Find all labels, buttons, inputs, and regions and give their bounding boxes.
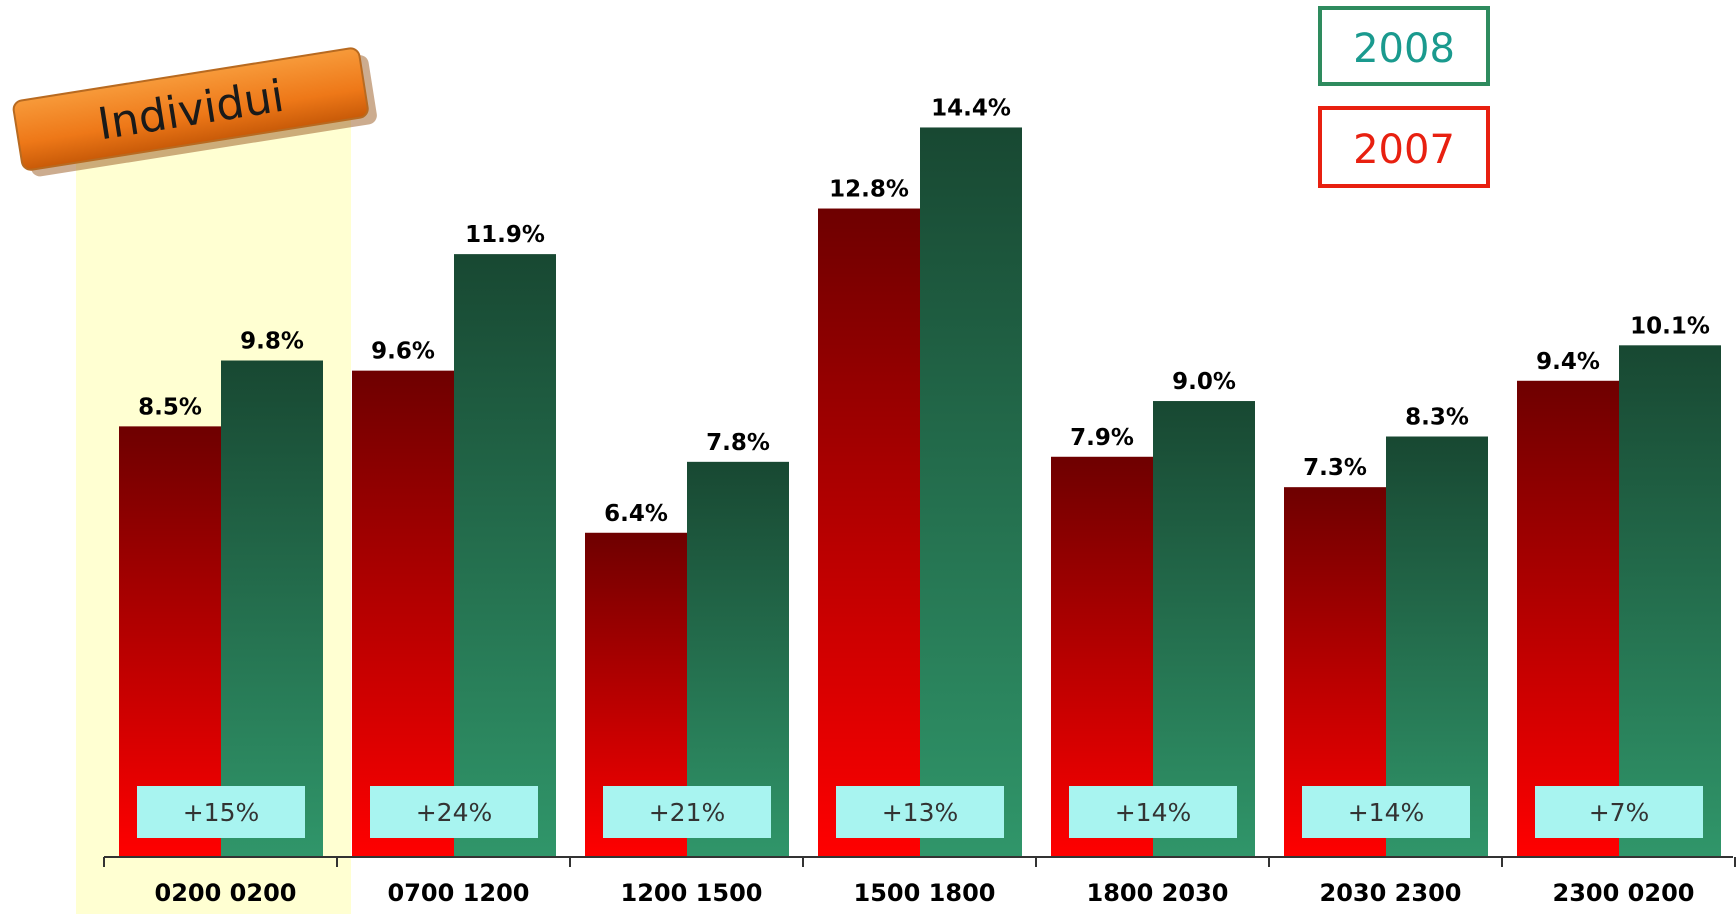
bars-layer: [119, 127, 1721, 858]
growth-label: +7%: [1589, 798, 1650, 827]
growth-box: [1302, 786, 1470, 838]
growth-label: +24%: [416, 798, 493, 827]
value-label-2007: 9.6%: [371, 339, 435, 365]
legend-item-2007: 2007: [1318, 106, 1490, 188]
growth-label: +14%: [1348, 798, 1425, 827]
growth-box: [603, 786, 771, 838]
bar-2008: [221, 360, 323, 857]
bar-2007: [352, 370, 454, 857]
category-label: 0700 1200: [388, 879, 530, 907]
legend-label-2008: 2008: [1353, 26, 1455, 72]
value-label-2008: 9.8%: [240, 329, 304, 355]
value-label-2007: 7.3%: [1303, 455, 1367, 481]
axis-ticks-layer: [103, 857, 1736, 867]
value-label-2007: 7.9%: [1070, 425, 1134, 451]
growth-label: +21%: [649, 798, 726, 827]
growth-label: +14%: [1115, 798, 1192, 827]
bar-2007: [119, 426, 221, 857]
growth-layer: +15% +24% +21% +13% +14% +14% +7%: [137, 786, 1703, 838]
legend-label-2007: 2007: [1353, 127, 1455, 173]
bar-2008: [1153, 401, 1255, 857]
value-labels-layer: 8.5% 9.8% 9.6% 11.9% 6.4% 7.8% 12.8% 14.4% 7.9% 9…: [138, 95, 1710, 526]
growth-label: +15%: [183, 798, 260, 827]
category-labels-layer: 0200 0200 0700 1200 1200 1500 1500 1800 1800…: [155, 879, 1695, 907]
category-label: 0200 0200: [155, 879, 297, 907]
value-label-2007: 8.5%: [138, 394, 202, 420]
bar-2008: [920, 127, 1022, 858]
category-label: 1500 1800: [854, 879, 996, 907]
legend-item-2008: 2008: [1318, 6, 1490, 86]
individui-tag: Individui: [12, 47, 377, 177]
value-label-2007: 9.4%: [1536, 349, 1600, 375]
value-label-2007: 6.4%: [604, 501, 668, 527]
value-label-2008: 11.9%: [465, 222, 545, 248]
value-label-2008: 9.0%: [1172, 369, 1236, 395]
individui-tag-box: [12, 47, 369, 171]
growth-box: [370, 786, 538, 838]
legend: 2008 2007: [1318, 6, 1490, 188]
value-label-2008: 14.4%: [931, 95, 1011, 121]
value-label-2008: 8.3%: [1405, 405, 1469, 431]
category-label: 1800 2030: [1087, 879, 1229, 907]
category-label: 1200 1500: [621, 879, 763, 907]
growth-label: +13%: [882, 798, 959, 827]
growth-box: [1535, 786, 1703, 838]
value-label-2007: 12.8%: [829, 177, 909, 203]
category-label: 2030 2300: [1320, 879, 1462, 907]
bar-2008: [454, 254, 556, 857]
bar-2008: [1619, 345, 1721, 857]
growth-box: [1069, 786, 1237, 838]
legend-box-2007: [1318, 106, 1490, 188]
bar-2007: [818, 208, 920, 857]
category-label: 2300 0200: [1553, 879, 1695, 907]
legend-box-2008: [1318, 6, 1490, 86]
bar-2007: [1517, 380, 1619, 857]
growth-box: [836, 786, 1004, 838]
growth-box: [137, 786, 305, 838]
value-label-2008: 7.8%: [706, 430, 770, 456]
value-label-2008: 10.1%: [1630, 313, 1710, 339]
